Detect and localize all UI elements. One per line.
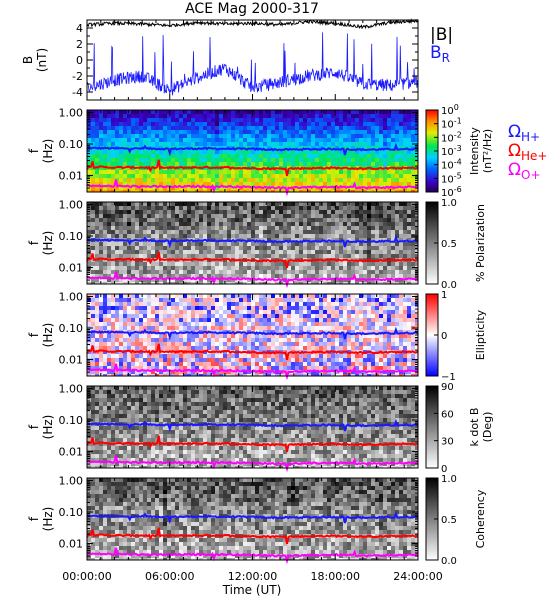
svg-text:% Polarization: % Polarization <box>474 204 487 282</box>
y-axis-unit: (Hz) <box>41 507 55 532</box>
colorbar-tick-label: 0.5 <box>441 515 457 526</box>
colorbar-tick-label: 10-3 <box>441 144 462 158</box>
colorbar-tick-label: 10-2 <box>441 130 462 144</box>
y-axis-unit: (Hz) <box>41 323 55 348</box>
colorbar-tick-label: −1 <box>441 372 456 383</box>
colorbar-tick-label: 10-1 <box>441 117 462 131</box>
colorbar-label-intensity: Intensity (nT²/Hz) <box>468 127 494 175</box>
freq-tick-label: 0.10 <box>59 506 84 519</box>
freq-tick-label: 0.01 <box>59 170 84 183</box>
freq-tick-label: 0.01 <box>59 354 84 367</box>
x-tick-label: 06:00:00 <box>145 570 194 583</box>
spectrogram-ellipticity <box>87 294 418 376</box>
y-axis-unit: (Hz) <box>41 415 55 440</box>
gyro-line-h-plus-intensity <box>86 142 419 157</box>
x-tick-label: 18:00:00 <box>311 570 360 583</box>
colorbar-tick-label: 1.0 <box>441 198 457 209</box>
colorbar-kdotb <box>425 385 439 469</box>
colorbar-label-polarization: % Polarization <box>474 204 487 282</box>
y-axis-unit: (Hz) <box>41 139 55 164</box>
freq-tick-label: 1.00 <box>59 382 84 395</box>
gyro-line-he-plus-ellipticity <box>86 343 419 361</box>
legend-gyro-o-plus: ΩO+ <box>508 160 541 182</box>
y-axis-label-intensity: f (Hz) <box>27 139 55 164</box>
x-tick-label: 24:00:00 <box>393 570 442 583</box>
colorbar-tick-label: 0.0 <box>441 556 457 567</box>
svg-text:Intensity: Intensity <box>468 127 481 175</box>
y-axis-title: f <box>27 240 41 245</box>
legend-gyro-he-plus: ΩHe+ <box>508 141 547 163</box>
colorbar-tick-label: 0.0 <box>441 280 457 291</box>
y-axis-unit: (nT) <box>35 48 49 72</box>
gyro-line-h-plus-coherency <box>86 510 419 525</box>
y-axis-label-ellipticity: f (Hz) <box>27 323 55 348</box>
legend-b-magnitude: |B| <box>430 25 453 45</box>
field-tick-label: 0 <box>76 54 83 67</box>
y-axis-label-field: B (nT) <box>21 48 49 72</box>
freq-tick-label: 1.00 <box>59 290 84 303</box>
figure-title: ACE Mag 2000-317 <box>185 1 319 17</box>
x-axis-label: Time (UT) <box>222 583 282 597</box>
colorbar-label-coherency: Coherency <box>474 489 487 548</box>
gyro-line-h-plus-ellipticity <box>86 326 419 341</box>
freq-tick-label: 0.01 <box>59 538 84 551</box>
freq-tick-label: 0.01 <box>59 262 84 275</box>
gyro-line-h-plus-polarization <box>86 234 419 249</box>
y-axis-unit: (Hz) <box>41 231 55 256</box>
freq-tick-label: 1.00 <box>59 474 84 487</box>
y-axis-title: f <box>27 332 41 337</box>
freq-tick-label: 1.00 <box>59 106 84 119</box>
y-axis-title: f <box>27 424 41 429</box>
colorbar-tick-label: 90 <box>441 382 454 393</box>
legend-gyro-h-plus: ΩH+ <box>508 122 540 144</box>
x-tick-label: 00:00:00 <box>62 570 111 583</box>
gyro-line-he-plus-polarization <box>86 251 419 269</box>
field-tick-label: -2 <box>72 70 83 83</box>
spectrogram-coherency <box>87 478 418 560</box>
x-tick-label: 12:00:00 <box>228 570 277 583</box>
spectrogram-intensity <box>87 110 418 192</box>
colorbar-tick-label: 1 <box>441 290 447 301</box>
colorbar-tick-label: 0 <box>441 464 447 475</box>
colorbar-tick-label: 0.5 <box>441 239 457 250</box>
field-tick-label: 4 <box>76 22 83 35</box>
y-axis-title: f <box>27 148 41 153</box>
colorbar-tick-label: 100 <box>441 103 459 117</box>
y-axis-label-kdotb: f (Hz) <box>27 415 55 440</box>
freq-tick-label: 0.01 <box>59 446 84 459</box>
svg-text:(nT²/Hz): (nT²/Hz) <box>481 129 494 173</box>
colorbar-tick-label: 0 <box>441 331 447 342</box>
colorbar-tick-label: 60 <box>441 409 454 420</box>
field-tick-label: -4 <box>72 86 83 99</box>
y-axis-title: B <box>21 56 35 64</box>
colorbar-label-ellipticity: Ellipticity <box>474 309 487 360</box>
colorbar-tick-label: 10-5 <box>441 171 462 185</box>
colorbar-label-kdotb: k dot B (Deg) <box>468 408 494 447</box>
freq-tick-label: 0.10 <box>59 414 84 427</box>
y-axis-label-coherency: f (Hz) <box>27 507 55 532</box>
gyro-line-he-plus-coherency <box>86 527 419 545</box>
freq-tick-label: 1.00 <box>59 198 84 211</box>
gyro-line-h-plus-kdotb <box>86 418 419 433</box>
freq-tick-label: 0.10 <box>59 230 84 243</box>
colorbar-tick-label: 30 <box>441 437 454 448</box>
colorbar-tick-label: 10-6 <box>441 185 462 199</box>
colorbar-tick-label: 1.0 <box>441 474 457 485</box>
br-trace <box>86 32 419 96</box>
spectrogram-kdotb <box>87 386 418 468</box>
y-axis-label-polarization: f (Hz) <box>27 231 55 256</box>
colorbar-tick-label: 10-4 <box>441 158 462 172</box>
freq-tick-label: 0.10 <box>59 138 84 151</box>
field-tick-label: 2 <box>76 38 83 51</box>
gyro-line-he-plus-intensity <box>86 159 419 177</box>
legend-br: BR <box>430 43 450 65</box>
spectrogram-polarization <box>87 202 418 284</box>
y-axis-title: f <box>27 516 41 521</box>
freq-tick-label: 0.10 <box>59 322 84 335</box>
gyro-line-he-plus-kdotb <box>86 435 419 453</box>
